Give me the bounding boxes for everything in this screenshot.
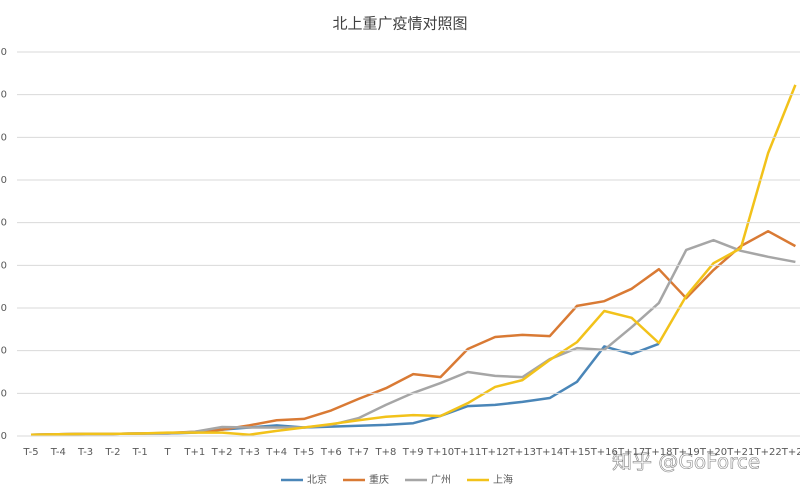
y-tick-label: 40 <box>0 260 7 271</box>
x-tick-label: T+5 <box>293 447 315 458</box>
legend-label: 广州 <box>431 474 451 486</box>
chart-title: 北上重广疫情对照图 <box>332 15 467 33</box>
x-tick-label: T+3 <box>238 447 260 458</box>
x-tick-label: T+9 <box>402 447 424 458</box>
x-tick-label: T+17 <box>617 447 645 458</box>
x-tick-label: T+21 <box>726 447 754 458</box>
x-tick-label: T+8 <box>374 447 396 458</box>
x-tick-label: T+20 <box>699 447 727 458</box>
x-tick-label: T+13 <box>508 447 536 458</box>
x-tick-label: T+2 <box>211 447 233 458</box>
legend-label: 重庆 <box>369 473 389 486</box>
x-tick-label: T+22 <box>753 447 781 458</box>
y-tick-label: 50 <box>0 218 7 229</box>
x-tick-label: T-5 <box>22 447 38 458</box>
y-tick-label: 80 <box>0 90 7 101</box>
x-tick-label: T+14 <box>535 447 563 458</box>
x-tick-label: T+18 <box>644 447 672 458</box>
x-tick-label: T-3 <box>77 447 93 458</box>
x-tick-label: T-4 <box>50 447 66 458</box>
watermark: 知乎 @GoForce <box>612 450 760 474</box>
x-tick-label: T+11 <box>453 447 481 458</box>
x-tick-label: T+23 <box>781 447 800 458</box>
y-tick-label: 70 <box>0 132 7 143</box>
x-tick-label: T <box>163 447 171 458</box>
x-tick-label: T+4 <box>265 447 287 458</box>
series-line <box>30 238 796 436</box>
y-tick-label: 30 <box>0 303 7 314</box>
x-tick-label: T+15 <box>562 447 590 458</box>
y-tick-label: 20 <box>0 346 7 357</box>
y-tick-label: 0 <box>1 431 7 442</box>
x-tick-label: T+7 <box>347 447 369 458</box>
x-tick-label: T-1 <box>132 447 148 458</box>
x-tick-label: T-2 <box>104 447 120 458</box>
legend-label: 北京 <box>307 473 327 486</box>
x-tick-label: T+6 <box>320 447 342 458</box>
y-tick-label: 90 <box>0 47 7 58</box>
x-tick-label: T+12 <box>480 447 508 458</box>
x-tick-label: T+1 <box>183 447 205 458</box>
legend-label: 上海 <box>493 473 513 486</box>
y-tick-label: 10 <box>0 388 7 399</box>
x-tick-label: T+16 <box>590 447 618 458</box>
series-line <box>30 84 797 436</box>
y-tick-label: 60 <box>0 175 7 186</box>
x-tick-label: T+19 <box>672 447 700 458</box>
x-tick-label: T+10 <box>426 447 454 458</box>
